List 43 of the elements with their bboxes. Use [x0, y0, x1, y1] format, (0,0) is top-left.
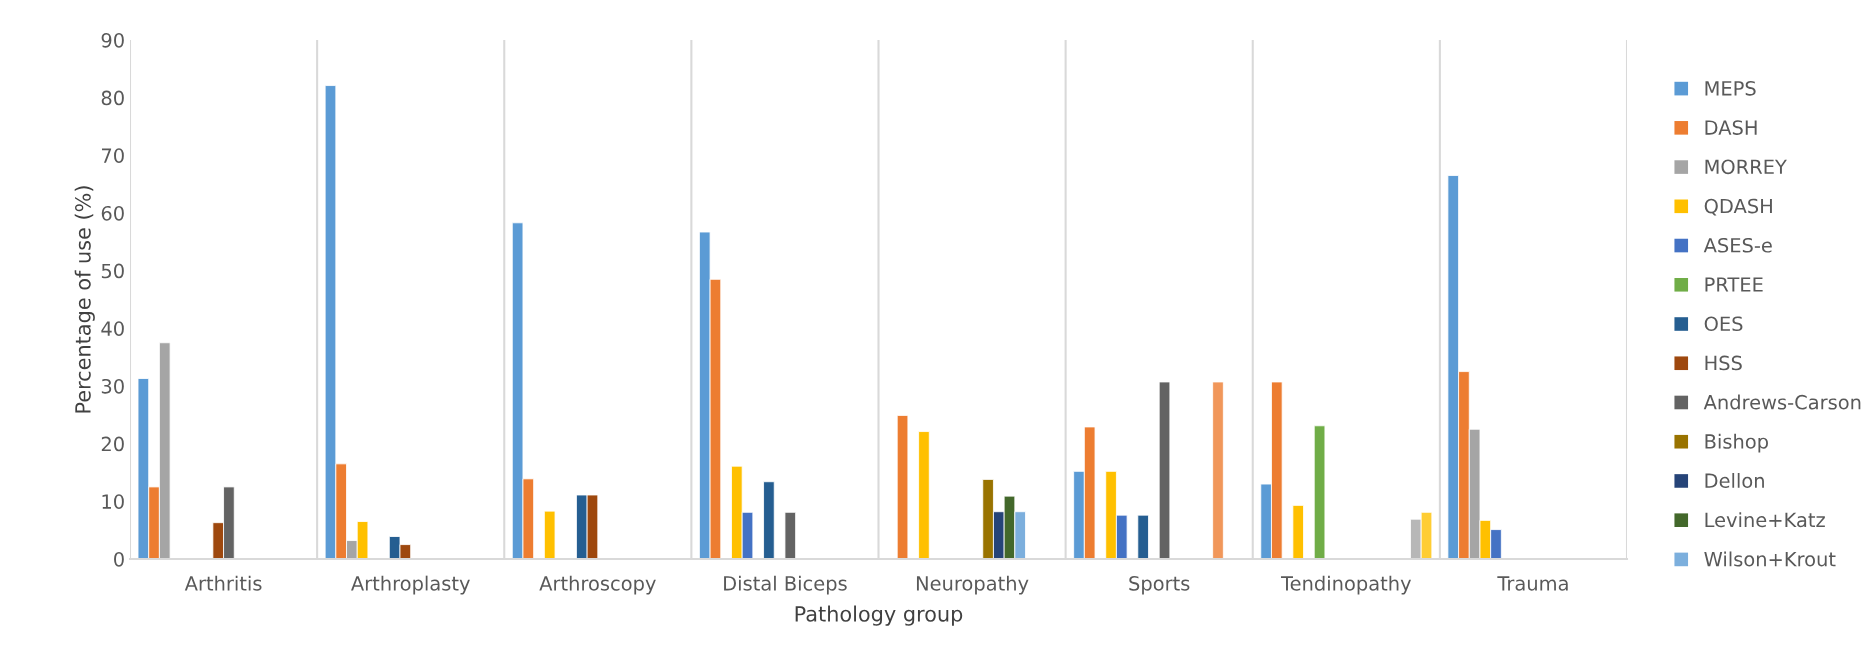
legend-label: DASH: [1705, 120, 1757, 135]
x-tick-label: Arthroscopy: [539, 575, 656, 595]
legend-label: Levine+Katz: [1705, 512, 1825, 528]
bar: [543, 510, 556, 559]
x-axis-title: Pathology group: [795, 605, 963, 626]
bar: [763, 481, 775, 559]
legend-label: QDASH: [1704, 198, 1772, 216]
bar: [896, 414, 909, 559]
bar: [918, 431, 930, 559]
y-tick-label: 60: [101, 205, 124, 221]
y-tick-label: 50: [101, 263, 124, 279]
x-tick-label: Sports: [1129, 576, 1190, 595]
y-tick-label: 40: [101, 321, 124, 336]
legend-label: MEPS: [1705, 80, 1756, 96]
legend-label: ASES-e: [1703, 237, 1772, 253]
x-tick-label: Tendinopathy: [1280, 575, 1411, 595]
x-tick-label: Arthroplasty: [351, 575, 470, 595]
bar: [1137, 514, 1149, 559]
bar: [1313, 425, 1326, 559]
legend-label: Andrews-Carson: [1703, 394, 1861, 410]
legend-label: MORREY: [1705, 159, 1787, 175]
legend-label: Dellon: [1705, 472, 1764, 489]
legend-label: Bishop: [1705, 433, 1768, 453]
y-tick-label: 0: [114, 551, 124, 567]
bar: [1292, 504, 1304, 559]
bar: [1158, 381, 1171, 559]
y-tick-label: 20: [101, 436, 124, 452]
legend-label: Wilson+Krout: [1704, 551, 1836, 567]
y-axis-title: Percentage of use (%): [74, 186, 95, 413]
legend-label: OES: [1704, 316, 1743, 332]
bar: [784, 511, 797, 559]
x-tick-label: Trauma: [1497, 576, 1568, 591]
y-tick-label: 30: [101, 378, 124, 394]
x-tick-label: Arthritis: [184, 575, 262, 591]
y-tick-label: 90: [101, 32, 124, 48]
bar: [1212, 381, 1224, 559]
y-tick-label: 70: [101, 148, 124, 163]
x-tick-label: Neuropathy: [916, 575, 1029, 595]
x-tick-label: Distal Biceps: [724, 575, 847, 595]
y-tick-label: 10: [102, 494, 124, 509]
legend-label: HSS: [1705, 355, 1742, 371]
legend-label: PRTEE: [1705, 277, 1763, 292]
y-tick-label: 80: [101, 90, 124, 106]
